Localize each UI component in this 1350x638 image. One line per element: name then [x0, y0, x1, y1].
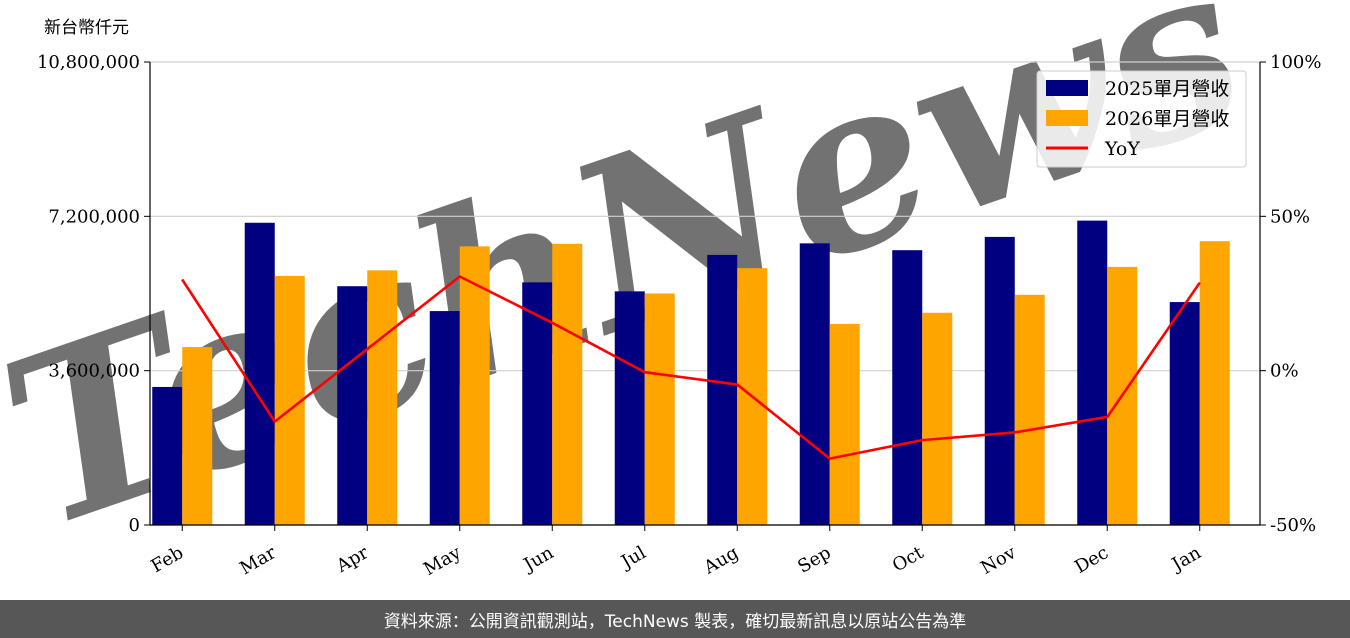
yoy-point — [736, 384, 738, 386]
x-tick-label: Jul — [616, 542, 650, 574]
yoy-line-layer — [181, 275, 1201, 460]
x-tick-label: Jan — [1167, 542, 1205, 576]
yoy-point — [551, 322, 553, 324]
bar-2026 — [1014, 294, 1045, 525]
bar-2025 — [892, 250, 923, 525]
bar-2025 — [429, 311, 460, 525]
bar-2025 — [707, 254, 738, 525]
x-tick-label: Nov — [977, 542, 1020, 579]
y-right-tick-label: 0% — [1270, 361, 1299, 382]
legend-swatch — [1046, 80, 1088, 96]
legend: 2025單月營收 2026單月營收 YoY — [1036, 70, 1247, 168]
bar-2026 — [552, 243, 583, 525]
yoy-point — [181, 279, 183, 281]
revenue-chart: TechNews 新台幣仟元 03,600,0007,200,00010,800… — [0, 0, 1321, 581]
bar-2026 — [922, 312, 953, 525]
yoy-point — [1014, 431, 1016, 433]
yoy-point — [921, 439, 923, 441]
legend-label: 2025單月營收 — [1105, 78, 1229, 100]
y-left-tick-label: 0 — [129, 515, 140, 536]
legend-box — [1036, 70, 1247, 168]
bar-2025 — [244, 222, 275, 525]
x-tick-label: Oct — [889, 542, 928, 577]
yoy-line — [181, 275, 1201, 460]
yoy-point — [1199, 282, 1201, 284]
y-left-unit-label: 新台幣仟元 — [44, 18, 129, 38]
x-tick-label: Jun — [519, 542, 558, 577]
bar-2026 — [644, 293, 675, 525]
x-tick-label: Dec — [1071, 542, 1112, 578]
legend-swatch — [1046, 110, 1088, 126]
x-tick-label: Aug — [699, 542, 742, 579]
y-left-tick-label: 3,600,000 — [48, 361, 140, 382]
legend-label: YoY — [1104, 138, 1140, 160]
x-tick-label: May — [420, 542, 465, 580]
source-text: 資料來源：公開資訊觀測站，TechNews 製表，確切最新訊息以原站公告為準 — [383, 611, 967, 632]
bar-2026 — [829, 323, 860, 525]
yoy-point — [274, 421, 276, 423]
bar-2025 — [614, 291, 645, 525]
y-left-tick-label: 7,200,000 — [48, 206, 140, 227]
y-right-tick-label: 50% — [1270, 206, 1310, 227]
bar-2025 — [522, 282, 553, 525]
bar-2026 — [367, 270, 398, 525]
legend-label: 2026單月營收 — [1105, 108, 1229, 130]
yoy-point — [366, 348, 368, 350]
yoy-point — [459, 276, 461, 278]
bar-2025 — [984, 236, 1015, 525]
y-left-tick-label: 10,800,000 — [37, 52, 140, 73]
bar-2025 — [1169, 302, 1200, 525]
source-footer: 資料來源：公開資訊觀測站，TechNews 製表，確切最新訊息以原站公告為準 — [0, 600, 1350, 638]
x-tick-label: Apr — [332, 542, 372, 577]
bar-2025 — [799, 243, 830, 525]
bar-2026 — [459, 246, 490, 525]
yoy-point — [644, 371, 646, 373]
bar-2025 — [337, 286, 368, 525]
yoy-point — [829, 458, 831, 460]
y-right-tick-label: -50% — [1270, 515, 1316, 536]
bar-2025 — [152, 386, 183, 525]
bar-2026 — [1199, 241, 1230, 525]
x-tick-label: Sep — [794, 542, 834, 577]
bar-2026 — [182, 347, 213, 525]
x-tick-label: Mar — [236, 542, 280, 579]
yoy-point — [1106, 416, 1108, 418]
bar-2025 — [1077, 220, 1108, 526]
y-right-tick-label: 100% — [1270, 52, 1321, 73]
